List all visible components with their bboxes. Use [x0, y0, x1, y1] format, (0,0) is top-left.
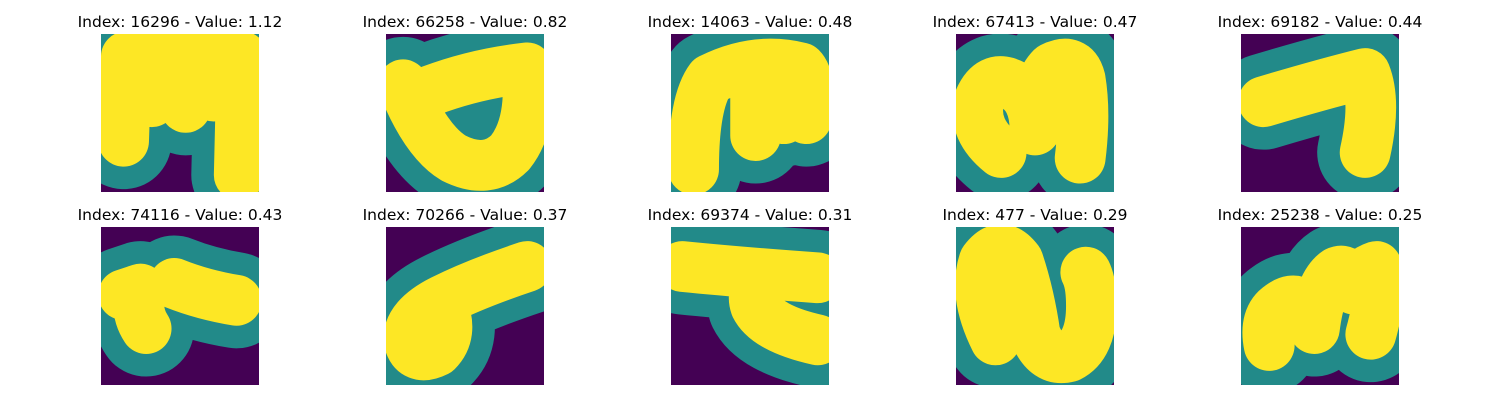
- glyph-image: [1241, 34, 1399, 192]
- glyph-m-round-icon: [956, 34, 1114, 192]
- glyph-hook-icon: [671, 227, 829, 385]
- panel-title: Index: 67413 - Value: 0.47: [932, 13, 1138, 31]
- panel-5: Index: 69182 - Value: 0.44: [1175, 12, 1465, 192]
- glyph-loop-icon: [386, 227, 544, 385]
- panel-title: Index: 70266 - Value: 0.37: [362, 206, 568, 224]
- glyph-m-arch-icon: [671, 34, 829, 192]
- glyph-cup-icon: [386, 34, 544, 192]
- glyph-image: [101, 34, 259, 192]
- glyph-m-script-icon: [1241, 227, 1399, 385]
- panel-1: Index: 16296 - Value: 1.12: [35, 12, 325, 192]
- glyph-n-wave-icon: [956, 227, 1114, 385]
- panel-title: Index: 16296 - Value: 1.12: [77, 13, 283, 31]
- panel-10: Index: 25238 - Value: 0.25: [1175, 205, 1465, 385]
- panel-3: Index: 14063 - Value: 0.48: [605, 12, 895, 192]
- glyph-image: [386, 34, 544, 192]
- glyph-image: [956, 34, 1114, 192]
- panel-title: Index: 69374 - Value: 0.31: [647, 206, 853, 224]
- panel-title: Index: 25238 - Value: 0.25: [1217, 206, 1423, 224]
- panel-4: Index: 67413 - Value: 0.47: [890, 12, 1180, 192]
- glyph-image: [386, 227, 544, 385]
- panel-title: Index: 69182 - Value: 0.44: [1217, 13, 1423, 31]
- panel-title: Index: 66258 - Value: 0.82: [362, 13, 568, 31]
- panel-8: Index: 69374 - Value: 0.31: [605, 205, 895, 385]
- panel-title: Index: 477 - Value: 0.29: [942, 206, 1128, 224]
- glyph-m-box-icon: [101, 34, 259, 192]
- panel-6: Index: 74116 - Value: 0.43: [35, 205, 325, 385]
- glyph-image: [671, 34, 829, 192]
- panel-7: Index: 70266 - Value: 0.37: [320, 205, 610, 385]
- panel-title: Index: 14063 - Value: 0.48: [647, 13, 853, 31]
- panel-2: Index: 66258 - Value: 0.82: [320, 12, 610, 192]
- glyph-image: [1241, 227, 1399, 385]
- glyph-image: [101, 227, 259, 385]
- glyph-image: [671, 227, 829, 385]
- panel-title: Index: 74116 - Value: 0.43: [77, 206, 283, 224]
- glyph-seven-icon: [1241, 34, 1399, 192]
- glyph-image: [956, 227, 1114, 385]
- panel-9: Index: 477 - Value: 0.29: [890, 205, 1180, 385]
- glyph-blobs-icon: [101, 235, 259, 377]
